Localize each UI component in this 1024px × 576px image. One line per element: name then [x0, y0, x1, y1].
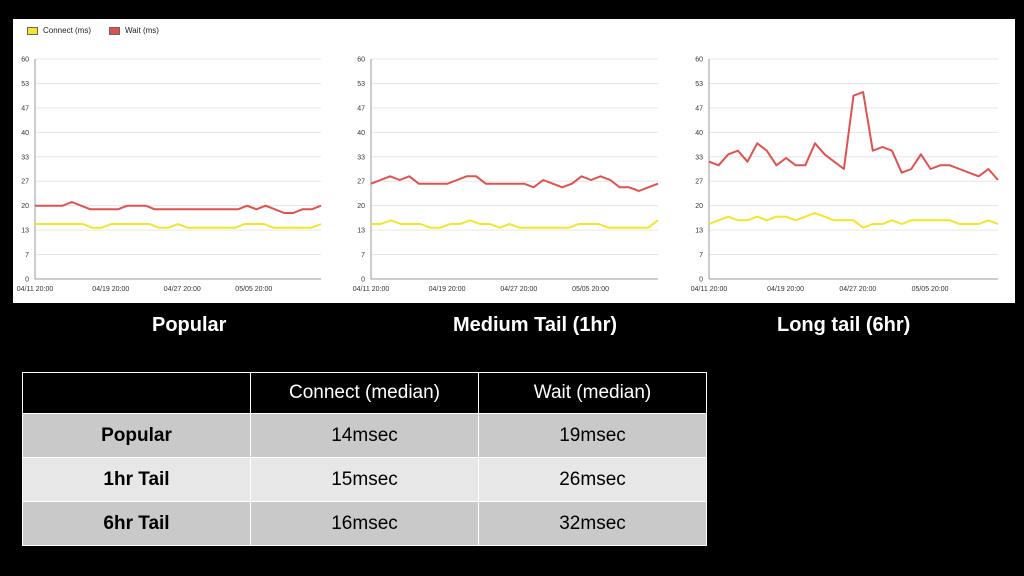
caption-popular: Popular	[152, 314, 227, 336]
series-line-wait	[708, 91, 999, 181]
table-cell-connect: 16msec	[250, 501, 479, 546]
table-header-wait: Wait (median)	[478, 372, 707, 414]
y-tick-label: 33	[695, 154, 703, 161]
y-tick-label: 47	[21, 105, 29, 112]
caption-long-tail: Long tail (6hr)	[777, 314, 911, 336]
table-row-label: Popular	[22, 413, 251, 458]
legend-item-wait: Wait (ms)	[109, 26, 159, 35]
table-row: 1hr Tail 15msec 26msec	[22, 457, 707, 502]
x-tick-label: 04/11 20:00	[17, 286, 54, 293]
y-tick-label: 33	[21, 154, 29, 161]
y-tick-label: 27	[695, 179, 703, 186]
legend-swatch-connect	[27, 26, 38, 35]
x-tick-label: 05/05 20:00	[572, 286, 609, 293]
table-row-label: 1hr Tail	[22, 457, 251, 502]
y-tick-label: 27	[357, 179, 365, 186]
charts-panel: 0 7 13 20 27 33 40 47 53 60 04/11 20:00 04/19 20:00…	[13, 19, 1015, 303]
y-tick-label: 20	[695, 203, 703, 210]
y-tick-label: 60	[695, 57, 703, 64]
y-tick-label: 47	[695, 105, 703, 112]
x-tick-label: 04/27 20:00	[164, 286, 201, 293]
series-line-wait	[370, 175, 659, 192]
series-line-wait	[35, 201, 322, 214]
table-cell-wait: 19msec	[478, 413, 707, 458]
x-tick-label: 05/05 20:00	[912, 286, 949, 293]
y-tick-label: 20	[21, 203, 29, 210]
table-cell-connect: 15msec	[250, 457, 479, 502]
table-cell-wait: 32msec	[478, 501, 707, 546]
table-header-empty	[22, 372, 251, 414]
y-tick-label: 0	[361, 277, 365, 284]
x-tick-label: 04/27 20:00	[500, 286, 537, 293]
x-tick-label: 04/11 20:00	[691, 286, 728, 293]
y-tick-label: 7	[361, 252, 365, 259]
legend-label-connect: Connect (ms)	[43, 26, 92, 35]
charts-svg: 0 7 13 20 27 33 40 47 53 60 04/11 20:00 04/19 20:00…	[17, 57, 999, 293]
y-tick-label: 13	[357, 228, 365, 235]
y-tick-label: 27	[21, 179, 29, 186]
chart-legend: Connect (ms) Wait (ms)	[27, 26, 159, 35]
y-tick-label: 53	[357, 81, 365, 88]
legend-item-connect: Connect (ms)	[27, 26, 91, 35]
summary-table: Connect (median) Wait (median) Popular 1…	[22, 372, 707, 546]
y-tick-label: 13	[21, 228, 29, 235]
x-tick-label: 04/19 20:00	[92, 286, 129, 293]
table-row-label: 6hr Tail	[22, 501, 251, 546]
series-line-connect	[708, 212, 999, 229]
y-tick-label: 13	[695, 228, 703, 235]
table-header-connect: Connect (median)	[250, 372, 479, 414]
y-tick-label: 7	[25, 252, 29, 259]
y-tick-label: 0	[699, 277, 703, 284]
y-tick-label: 0	[25, 277, 29, 284]
table-row: 6hr Tail 16msec 32msec	[22, 501, 707, 546]
table-row: Popular 14msec 19msec	[22, 413, 707, 458]
caption-medium-tail: Medium Tail (1hr)	[453, 314, 618, 336]
y-tick-label: 40	[357, 130, 365, 137]
y-tick-label: 7	[699, 252, 703, 259]
y-tick-label: 60	[21, 57, 29, 64]
x-tick-label: 04/27 20:00	[839, 286, 876, 293]
series-line-connect	[35, 223, 322, 229]
series-line-connect	[371, 219, 659, 229]
y-tick-label: 60	[357, 57, 365, 64]
table-cell-wait: 26msec	[478, 457, 707, 502]
y-tick-label: 53	[21, 81, 29, 88]
x-tick-label: 05/05 20:00	[235, 286, 272, 293]
table-header-row: Connect (median) Wait (median)	[22, 372, 707, 414]
x-tick-label: 04/11 20:00	[353, 286, 390, 293]
x-tick-label: 04/19 20:00	[429, 286, 466, 293]
legend-label-wait: Wait (ms)	[125, 26, 159, 35]
y-tick-label: 33	[357, 154, 365, 161]
y-tick-label: 47	[357, 105, 365, 112]
x-tick-label: 04/19 20:00	[767, 286, 804, 293]
y-tick-label: 53	[695, 81, 703, 88]
y-tick-label: 40	[695, 130, 703, 137]
y-tick-label: 40	[21, 130, 29, 137]
table-cell-connect: 14msec	[250, 413, 479, 458]
legend-swatch-wait	[109, 26, 121, 35]
y-tick-label: 20	[357, 203, 365, 210]
